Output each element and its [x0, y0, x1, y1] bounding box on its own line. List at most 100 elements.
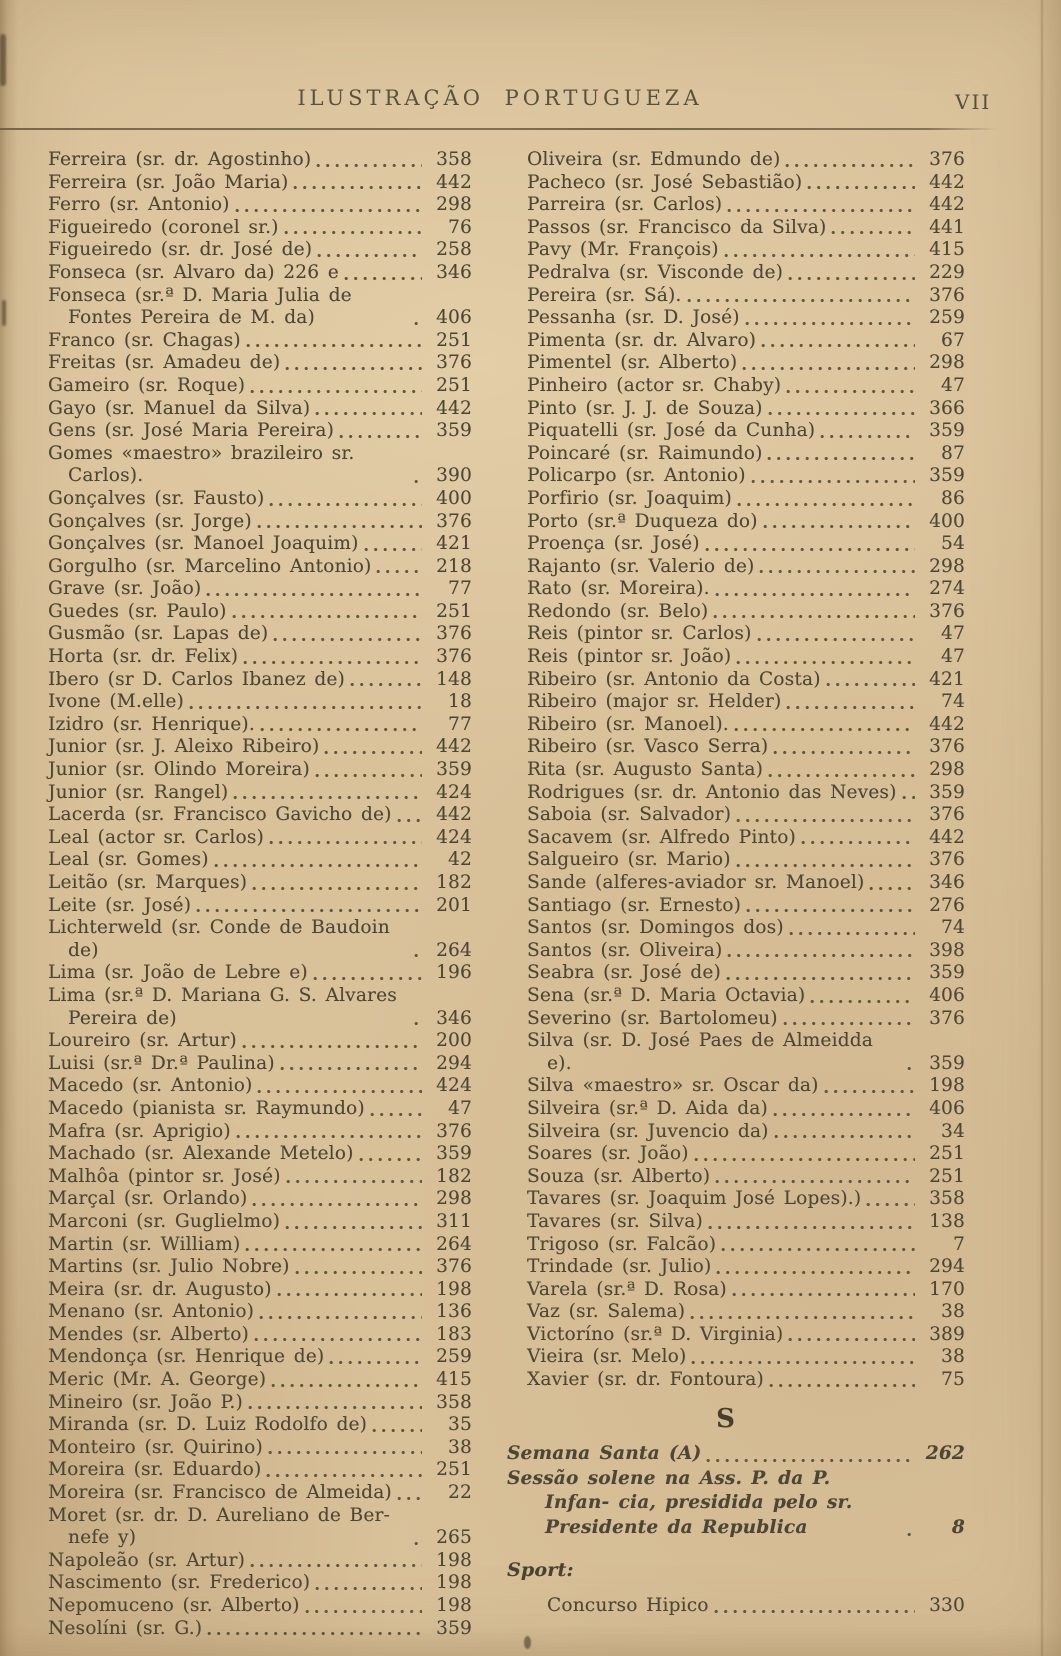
index-entry: Santos (sr. Domingos dos) 74 — [527, 917, 965, 940]
index-entry: Gens (sr. José Maria Pereira) 359 — [48, 420, 472, 443]
index-entry: Gorgulho (sr. Marcelino Antonio) 218 — [48, 556, 472, 579]
entry-page-number: 251 — [929, 1165, 965, 1187]
entry-page-number: 359 — [929, 420, 965, 442]
entry-name: Loureiro (sr. Artur) — [48, 1030, 237, 1052]
dot-leader — [735, 863, 915, 868]
entry-name: Nesolíni (sr. G.) — [48, 1617, 203, 1639]
dot-leader — [283, 230, 422, 236]
entry-name: Varela (sr.ª D. Rosa) — [527, 1278, 727, 1300]
dot-leader — [273, 637, 422, 643]
entry-name: Concurso Hipico — [547, 1595, 709, 1617]
entry-page-number: 376 — [929, 1007, 965, 1029]
entry-page-number: 424 — [436, 781, 472, 803]
dot-leader — [693, 1156, 915, 1162]
dot-leader — [369, 1111, 422, 1117]
index-columns: Ferreira (sr. dr. Agostinho) 358 Ferreira … — [48, 149, 965, 1640]
entry-name: Gameiro (sr. Roque) — [48, 374, 246, 396]
index-entry: Mafra (sr. Aprigio) 376 — [48, 1121, 472, 1144]
entry-page-number: 298 — [929, 352, 965, 374]
dot-leader — [285, 365, 422, 371]
entry-name: Moret (sr. dr. D. Aureliano de Ber- nefe… — [48, 1504, 390, 1549]
entry-name: Semana Santa (A) — [507, 1443, 702, 1465]
dot-leader — [316, 162, 422, 168]
entry-name: Seabra (sr. José de) — [527, 962, 721, 984]
index-entry: Leite (sr. José) 201 — [48, 895, 472, 918]
entry-page-number: 294 — [929, 1256, 965, 1278]
entry-name: Rita (sr. Augusto Santa) — [527, 759, 764, 781]
entry-name: Gonçalves (sr. Fausto) — [48, 487, 265, 509]
entry-page-number: 390 — [436, 465, 472, 487]
entry-page-number: 148 — [436, 668, 472, 690]
dot-leader — [271, 1382, 422, 1388]
dot-leader — [259, 1314, 422, 1320]
index-entry: Ibero (sr D. Carlos Ibanez de) 148 — [48, 669, 472, 692]
entry-page-number: 198 — [436, 1278, 472, 1300]
index-entry: Monteiro (sr. Quirino) 38 — [48, 1437, 472, 1460]
entry-page-number: 54 — [941, 533, 965, 555]
dot-leader — [907, 1066, 915, 1072]
entry-name: Marçal (sr. Orlando) — [48, 1188, 248, 1210]
header-rule — [0, 128, 998, 130]
index-entry: Rita (sr. Augusto Santa) 298 — [527, 759, 965, 782]
entry-page-number: 359 — [929, 1052, 965, 1074]
dot-leader — [736, 501, 915, 507]
entry-page-number: 376 — [929, 804, 965, 826]
dot-leader — [376, 569, 422, 575]
index-entry: Guedes (sr. Paulo) 251 — [48, 601, 472, 624]
entry-name: Silva «maestro» sr. Oscar da) — [527, 1075, 819, 1097]
index-entry: Severino (sr. Bartolomeu) 376 — [527, 1008, 965, 1031]
dot-leader — [294, 1269, 422, 1275]
index-entry: Vieira (sr. Melo) 38 — [527, 1346, 965, 1369]
index-entry: Ribeiro (sr. Manoel). 442 — [527, 714, 965, 737]
entry-page-number: 264 — [436, 1233, 472, 1255]
dot-leader — [324, 750, 422, 756]
index-entry: Parreira (sr. Carlos) 442 — [527, 194, 965, 217]
entry-page-number: 400 — [929, 510, 965, 532]
entry-page-number: 376 — [929, 600, 965, 622]
index-entry: Passos (sr. Francisco da Silva) 441 — [527, 217, 965, 240]
dot-leader — [285, 1224, 422, 1230]
index-entry: Ivone (M.elle) 18 — [48, 691, 472, 714]
dot-leader — [714, 591, 915, 597]
index-entry: Reis (pintor sr. João) 47 — [527, 646, 965, 669]
dot-leader — [869, 885, 915, 891]
dot-leader — [252, 885, 422, 891]
entry-page-number: 35 — [448, 1414, 472, 1436]
index-entry: Martins (sr. Julio Nobre) 376 — [48, 1256, 472, 1279]
dot-leader — [293, 185, 422, 191]
entry-name: Guedes (sr. Paulo) — [48, 600, 227, 622]
entry-page-number: 442 — [436, 171, 472, 193]
entry-name: Pacheco (sr. José Sebastião) — [527, 171, 803, 193]
dot-leader — [314, 772, 422, 778]
entry-name: Meira (sr. dr. Augusto) — [48, 1278, 272, 1300]
entry-page-number: 198 — [929, 1075, 965, 1097]
entry-name: Mafra (sr. Aprigio) — [48, 1120, 231, 1142]
entry-name: Victoríno (sr.ª D. Virginia) — [527, 1323, 784, 1345]
index-entry: Silveira (sr.ª D. Aida da) 406 — [527, 1098, 965, 1121]
entry-name: Parreira (sr. Carlos) — [527, 194, 723, 216]
index-entry: Pavy (Mr. François) 415 — [527, 239, 965, 262]
index-entry: Gomes «maestro» brazileiro sr. Carlos). 3… — [48, 443, 472, 488]
index-entry: Martin (sr. William) 264 — [48, 1234, 472, 1257]
dot-leader — [713, 1608, 915, 1614]
dot-leader — [245, 343, 422, 349]
dot-leader — [235, 1134, 422, 1140]
dot-leader — [266, 1473, 422, 1479]
dot-leader — [706, 1457, 915, 1463]
entry-page-number: 251 — [436, 329, 472, 351]
entry-name: Pimentel (sr. Alberto) — [527, 352, 738, 374]
entry-page-number: 298 — [436, 1188, 472, 1210]
entry-name: Junior (sr. J. Aleixo Ribeiro) — [48, 736, 320, 758]
entry-page-number: 398 — [929, 939, 965, 961]
entry-page-number: 359 — [929, 781, 965, 803]
index-entry: Concurso Hipico 330 — [527, 1595, 965, 1618]
index-entry: Pessanha (sr. D. José) 259 — [527, 307, 965, 330]
index-entry: Pacheco (sr. José Sebastião) 442 — [527, 172, 965, 195]
section-s-entries: Semana Santa (A) 262 Sessão solene na Ass.… — [507, 1442, 965, 1540]
index-entry: Silva «maestro» sr. Oscar da) 198 — [527, 1075, 965, 1098]
dot-leader — [691, 1360, 915, 1366]
entry-name: Santos (sr. Oliveira) — [527, 939, 723, 961]
dot-leader — [206, 591, 422, 597]
dot-leader — [686, 298, 915, 304]
